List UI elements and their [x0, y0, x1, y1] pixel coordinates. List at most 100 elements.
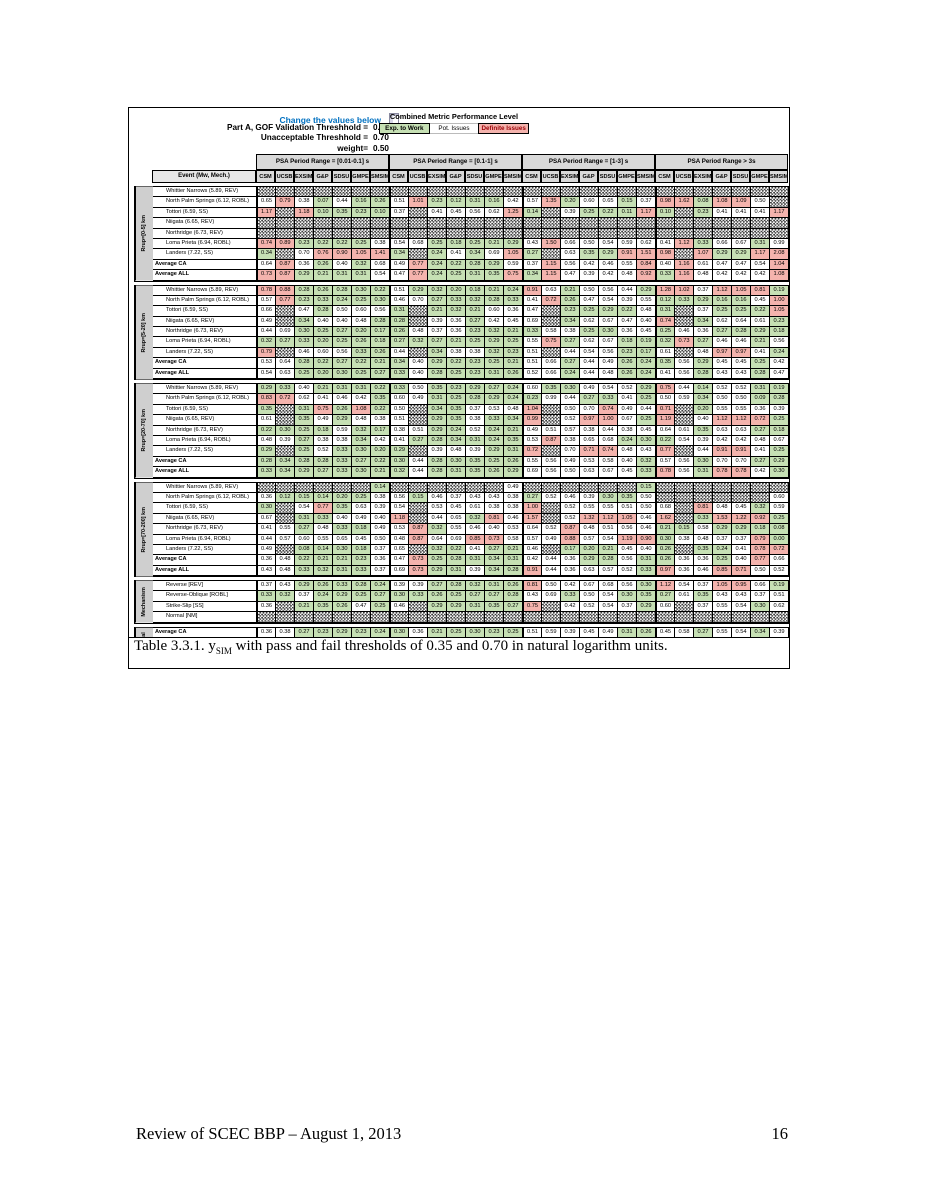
value-cell: 0.68 — [599, 435, 618, 447]
value-cell: 0.21 — [333, 555, 352, 566]
row-label: Niigata (6.65, REV) — [153, 513, 257, 525]
value-cell: 0.89 — [276, 238, 295, 250]
value-cell — [276, 503, 295, 514]
value-cell: 0.21 — [295, 601, 314, 613]
value-cell: 0.57 — [257, 295, 276, 307]
value-cell: 0.44 — [561, 347, 580, 359]
value-cell — [561, 187, 580, 198]
value-cell — [371, 612, 390, 623]
value-cell — [523, 218, 542, 229]
value-cell: 0.27 — [580, 394, 599, 405]
value-cell: 0.49 — [580, 384, 599, 395]
value-cell: 0.56 — [618, 524, 637, 535]
value-cell: 0.30 — [770, 467, 789, 478]
value-cell: 0.64 — [428, 534, 447, 545]
value-cell: 0.41 — [257, 524, 276, 535]
value-cell: 0.25 — [371, 601, 390, 613]
value-cell: 0.48 — [580, 524, 599, 535]
row-label: Niigata (6.65, REV) — [153, 415, 257, 426]
value-cell — [390, 482, 409, 493]
value-cell: 0.26 — [618, 368, 637, 380]
value-cell: 0.27 — [390, 337, 409, 348]
value-cell — [580, 187, 599, 198]
row-label: Average CA — [153, 358, 257, 369]
value-cell: 0.35 — [485, 270, 504, 281]
unacceptable-threshold-label: Unacceptable Threshhold = — [260, 133, 368, 142]
value-cell: 0.26 — [333, 404, 352, 416]
figure-frame: Change the values below Part A, GOF Vali… — [128, 107, 790, 669]
value-cell — [409, 503, 428, 514]
period-group-header: PSA Period Range = [0.01-0.1] s — [256, 154, 389, 170]
value-cell: 1.05 — [732, 285, 751, 296]
value-cell: 0.21 — [504, 358, 523, 369]
value-cell: 0.36 — [675, 565, 694, 577]
row-label: Whittier Narrows (5.89, REV) — [153, 482, 257, 493]
value-cell: 0.34 — [466, 249, 485, 260]
performance-legend: Combined Metric Performance Level Exp. t… — [379, 112, 530, 134]
value-cell: 0.65 — [333, 534, 352, 545]
value-cell: 0.30 — [333, 544, 352, 556]
model-column-header: SMSIM — [636, 170, 655, 183]
value-cell: 0.44 — [694, 446, 713, 457]
value-cell: 0.33 — [295, 565, 314, 577]
value-cell: 0.32 — [485, 327, 504, 338]
value-cell: 0.48 — [618, 446, 637, 457]
value-cell — [276, 544, 295, 556]
value-cell: 0.55 — [713, 404, 732, 416]
value-cell: 0.30 — [656, 534, 675, 545]
value-cell: 0.25 — [713, 555, 732, 566]
value-cell — [675, 228, 694, 239]
value-cell: 0.28 — [599, 555, 618, 566]
value-cell — [637, 612, 656, 623]
value-cell — [409, 513, 428, 525]
value-cell: 0.60 — [656, 601, 675, 613]
value-cell: 0.07 — [314, 197, 333, 208]
value-cell: 1.05 — [618, 513, 637, 525]
value-cell: 0.56 — [333, 347, 352, 359]
value-cell: 0.55 — [618, 259, 637, 271]
value-cell: 0.46 — [732, 337, 751, 348]
value-cell: 0.49 — [504, 482, 523, 493]
value-cell: 0.22 — [751, 306, 770, 317]
value-cell: 0.35 — [694, 425, 713, 436]
value-cell — [732, 187, 751, 198]
value-cell: 0.49 — [257, 544, 276, 556]
value-cell: 0.23 — [295, 238, 314, 250]
change-values-label: Change the values below — [279, 115, 381, 125]
value-cell: 0.31 — [504, 446, 523, 457]
value-cell: 0.21 — [371, 358, 390, 369]
value-cell — [447, 482, 466, 493]
value-cell: 1.15 — [542, 270, 561, 281]
value-cell: 0.18 — [770, 327, 789, 338]
model-column-header: GMPE — [750, 170, 769, 183]
value-cell: 0.22 — [352, 358, 371, 369]
value-cell: 0.95 — [732, 581, 751, 592]
value-cell: 0.98 — [656, 249, 675, 260]
value-cell: 0.32 — [428, 285, 447, 296]
value-cell: 0.55 — [732, 404, 751, 416]
value-cell: 0.30 — [447, 456, 466, 468]
value-cell: 0.42 — [732, 270, 751, 281]
legend-item-pot-issues: Pot. Issues — [429, 123, 479, 134]
value-cell: 0.47 — [523, 306, 542, 317]
row-label: Average CA — [153, 456, 257, 468]
row-label: Whittier Narrows (5.89, REV) — [153, 285, 257, 296]
value-cell — [561, 218, 580, 229]
value-cell: 0.20 — [333, 492, 352, 504]
value-cell: 1.12 — [732, 415, 751, 426]
value-cell — [542, 316, 561, 328]
value-cell: 0.33 — [390, 368, 409, 380]
value-cell: 0.37 — [295, 591, 314, 602]
value-cell: 0.34 — [257, 249, 276, 260]
value-cell: 0.30 — [295, 327, 314, 338]
value-cell: 0.60 — [314, 347, 333, 359]
value-cell — [371, 228, 390, 239]
value-cell: 0.75 — [656, 384, 675, 395]
value-cell: 1.12 — [713, 415, 732, 426]
value-cell: 0.40 — [409, 368, 428, 380]
value-cell — [694, 218, 713, 229]
value-cell — [257, 612, 276, 623]
value-cell: 0.15 — [618, 197, 637, 208]
value-cell: 0.26 — [656, 555, 675, 566]
value-cell: 0.30 — [599, 327, 618, 338]
